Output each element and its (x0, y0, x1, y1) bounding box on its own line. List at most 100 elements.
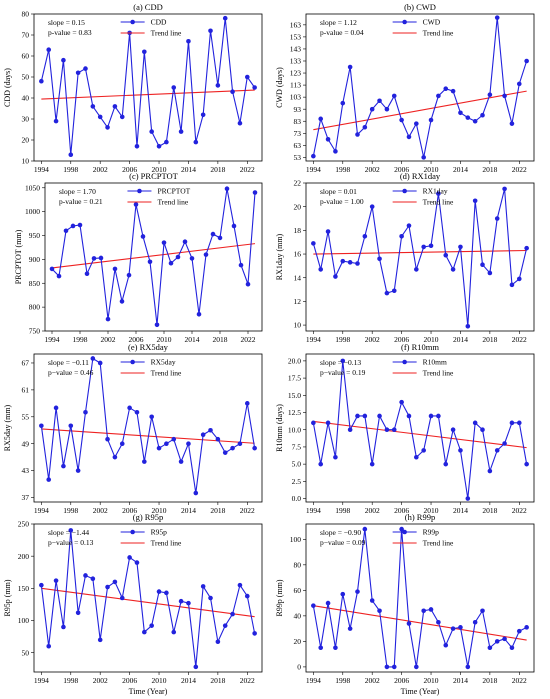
p-value-text: p−value = 0.13 (48, 538, 94, 547)
data-point (347, 427, 353, 433)
data-point (340, 591, 346, 597)
p-value-text: p-value = 0.21 (59, 197, 103, 206)
legend-trend-label: Trend line (423, 369, 454, 378)
x-tick-label: 2022 (241, 335, 256, 344)
data-point (347, 64, 353, 70)
panel-title: (g) R95p (133, 512, 163, 522)
x-tick-label: 1998 (335, 165, 350, 174)
panel-title: (b) CWD (404, 2, 436, 12)
y-tick-label: 950 (29, 231, 41, 240)
data-point (112, 104, 118, 109)
data-point (83, 573, 88, 578)
plot-frame (305, 523, 535, 673)
data-point (472, 619, 478, 625)
data-point (502, 93, 507, 99)
x-tick-label: 2022 (240, 506, 255, 515)
y-tick-label: 53 (294, 153, 302, 162)
trend-line (313, 90, 527, 131)
legend: RX1day Trend line (392, 187, 454, 207)
panel-title: (a) CDD (133, 2, 163, 12)
data-point (196, 311, 202, 317)
data-point (450, 626, 456, 631)
data-point (140, 234, 146, 239)
data-point (377, 608, 382, 614)
y-tick-label: 133 (290, 57, 302, 66)
data-point (68, 423, 74, 429)
data-point (56, 273, 62, 279)
data-point (311, 420, 316, 426)
data-point (83, 410, 88, 415)
legend-series-label: R10mm (423, 358, 447, 367)
data-point (450, 427, 456, 433)
y-tick-label: 123 (290, 69, 302, 78)
data-point (161, 240, 167, 245)
y-tick-label: 20 (22, 136, 30, 145)
panel-5: (e) RX5day 1994 1998 2002 2006 2010 2014 2018 20… (3, 342, 263, 515)
data-point (178, 459, 184, 464)
y-tick-label: 163 (290, 20, 302, 29)
x-tick-label: 2022 (240, 676, 255, 685)
data-point (182, 239, 188, 245)
data-point (384, 427, 390, 433)
series-line (312, 17, 528, 158)
data-point (443, 86, 449, 92)
y-axis-title: R10mm (days) (275, 404, 284, 452)
data-point (436, 191, 441, 196)
x-tick-label: 2014 (453, 506, 468, 515)
y-tick-label: 103 (290, 93, 302, 102)
data-point (133, 202, 139, 207)
slope-text: slope = −0.90 (320, 528, 361, 537)
x-tick-label: 2010 (157, 335, 172, 344)
y-tick-label: 900 (29, 255, 41, 264)
data-point (333, 454, 338, 460)
data-point (105, 125, 110, 130)
data-point (230, 445, 235, 451)
data-point (61, 57, 66, 63)
x-tick-label: 2002 (93, 506, 108, 515)
data-point (53, 118, 59, 124)
series-line (312, 188, 528, 327)
data-point (421, 448, 426, 453)
p-value-text: p−value = 0.09 (320, 538, 366, 547)
data-point (318, 116, 324, 122)
x-tick-label: 2002 (101, 335, 116, 344)
p-value-text: p-value = 0.83 (48, 28, 92, 37)
series-line (40, 357, 256, 494)
y-tick-label: 250 (18, 520, 30, 529)
data-point (428, 117, 434, 123)
y-tick-label: 7.5 (292, 443, 302, 452)
legend: R99p Trend line (392, 528, 454, 548)
data-point (224, 186, 230, 192)
data-point (75, 468, 81, 473)
panel-3: (c) PRCPTOT 1994 1998 2002 2006 2010 2014 2018 2… (14, 171, 263, 344)
x-tick-label: 2022 (512, 165, 527, 174)
x-tick-label: 1998 (73, 335, 88, 344)
x-tick-label: 2006 (129, 335, 144, 344)
legend-trend-label: Trend line (151, 539, 182, 548)
data-point (480, 608, 485, 614)
data-point (406, 621, 412, 626)
data-point (215, 436, 221, 442)
trend-line (313, 605, 527, 641)
data-point (414, 664, 419, 670)
data-point (399, 117, 404, 123)
x-tick-label: 2002 (365, 335, 380, 344)
x-tick-label: 1998 (63, 676, 78, 685)
y-tick-label: 0.0 (292, 494, 302, 503)
legend-trend-label: Trend line (423, 29, 454, 38)
x-tick-label: 2022 (512, 676, 527, 685)
data-point (252, 445, 257, 451)
data-point (189, 256, 195, 261)
data-point (509, 645, 515, 651)
y-tick-label: 50 (22, 648, 30, 657)
legend-series-marker (130, 529, 135, 535)
y-tick-label: 63 (294, 141, 302, 150)
data-point (325, 137, 331, 142)
data-point (487, 270, 493, 276)
data-point (516, 420, 522, 426)
y-axis-title: CDD (days) (3, 68, 12, 107)
data-point (252, 631, 257, 636)
x-tick-label: 1998 (335, 676, 350, 685)
